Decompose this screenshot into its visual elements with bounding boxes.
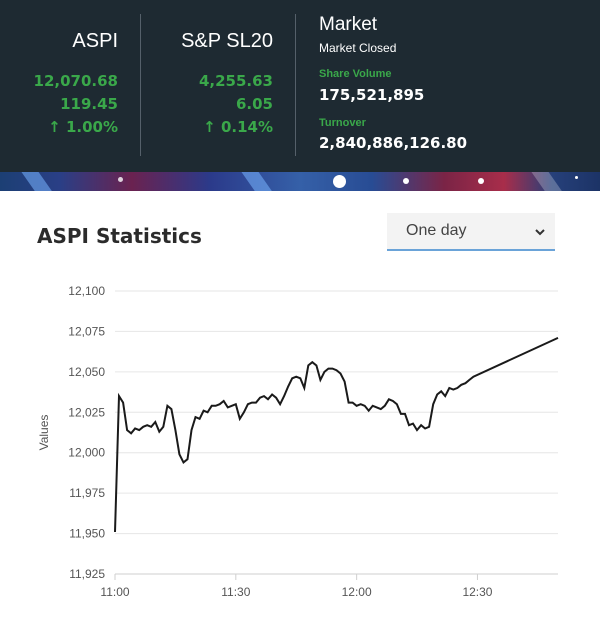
banner-decoration [19,172,55,191]
sp-sl20-index-value: 4,255.63 [198,72,273,90]
sp-sl20-index-percent: 0.14% [220,118,273,136]
banner-decoration [239,172,275,191]
period-select-value: One day [406,222,467,239]
chevron-down-icon [535,229,545,236]
turnover-value: 2,840,886,126.80 [319,134,468,152]
sp-sl20-index-change: 6.05 [235,95,273,113]
turnover-label: Turnover [319,117,366,129]
share-volume-value: 175,521,895 [319,86,425,104]
aspi-index-name: ASPI [72,30,118,52]
market-title: Market [319,14,378,35]
aspi-index-percent: 1.00% [65,118,118,136]
market-summary: Market Market Closed Share Volume 175,52… [297,0,600,172]
carousel-dot[interactable] [478,178,484,184]
ticker-divider [295,14,296,156]
y-tick-label: 12,100 [68,284,105,298]
aspi-index-value: 12,070.68 [33,72,118,90]
x-tick-label: 12:00 [342,585,372,599]
sparkle-decoration [118,177,123,182]
x-tick-label: 11:00 [100,585,129,599]
banner-strip [0,172,600,191]
y-tick-label: 11,925 [69,567,105,581]
banner-decoration [529,172,565,191]
sp-sl20-index-card[interactable]: S&P SL20 4,255.63 6.05 ↑ 0.14% [142,0,295,172]
y-tick-label: 12,025 [68,405,105,419]
sparkle-decoration [575,176,578,179]
carousel-dot[interactable] [403,178,409,184]
x-tick-label: 12:30 [462,585,492,599]
sp-sl20-index-percent-row: ↑ 0.14% [203,118,273,136]
y-tick-label: 12,075 [68,324,105,338]
share-volume-label: Share Volume [319,68,392,80]
arrow-up-icon: ↑ [203,118,216,136]
aspi-index-percent-row: ↑ 1.00% [48,118,118,136]
x-tick-label: 11:30 [221,585,250,599]
ticker-panel: ASPI 12,070.68 119.45 ↑ 1.00% S&P SL20 4… [0,0,600,172]
arrow-up-icon: ↑ [48,118,61,136]
y-axis-label: Values [37,415,51,451]
y-tick-label: 12,050 [68,365,105,379]
market-status: Market Closed [319,41,397,55]
aspi-statistics-title: ASPI Statistics [37,224,202,248]
y-tick-label: 12,000 [68,446,105,460]
aspi-series-line [114,336,559,533]
ticker-divider [140,14,141,156]
aspi-index-change: 119.45 [60,95,118,113]
aspi-index-card[interactable]: ASPI 12,070.68 119.45 ↑ 1.00% [0,0,140,172]
period-select[interactable]: One day [387,213,555,251]
sp-sl20-index-name: S&P SL20 [181,30,273,52]
carousel-dot-active[interactable] [333,175,346,188]
y-tick-label: 11,950 [69,527,105,541]
y-tick-label: 11,975 [69,486,105,500]
aspi-line-chart[interactable]: 11,925 11,950 11,975 12,000 12,025 12,050 12,0… [0,270,600,620]
